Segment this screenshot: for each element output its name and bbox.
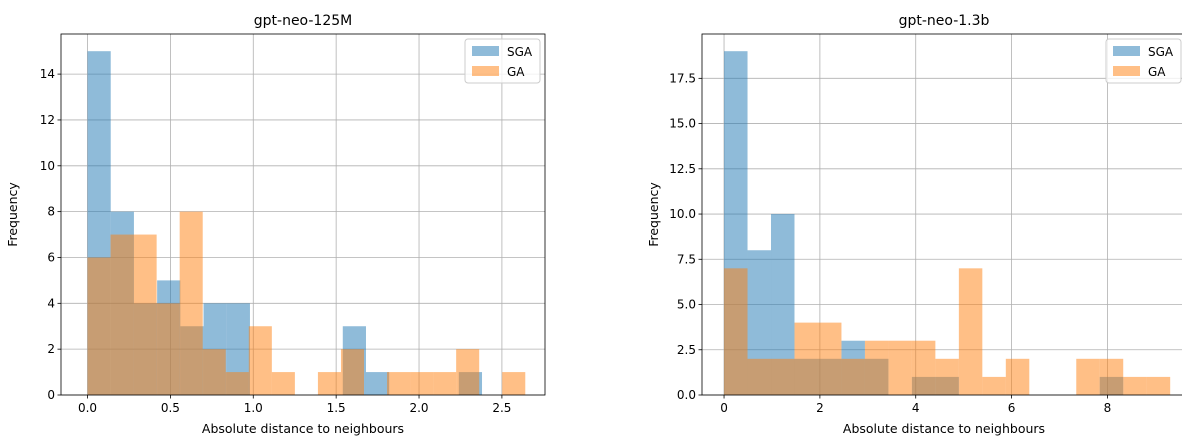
x-axis-label: Absolute distance to neighbours bbox=[202, 421, 404, 436]
legend-swatch-ga bbox=[1113, 66, 1140, 76]
x-tick-label: 2.0 bbox=[409, 401, 428, 415]
bar-ga bbox=[340, 349, 364, 395]
chart-title: gpt-neo-1.3b bbox=[899, 13, 990, 29]
bar-ga bbox=[179, 211, 203, 395]
bar-ga bbox=[410, 372, 434, 395]
bar-ga bbox=[794, 322, 818, 395]
axes-frame bbox=[60, 33, 546, 396]
legend: SGA GA bbox=[464, 38, 541, 84]
x-tick-label: 8 bbox=[1104, 401, 1112, 415]
y-tick-label: 0 bbox=[47, 388, 55, 402]
y-tick-label: 17.5 bbox=[669, 71, 696, 85]
x-tick-label: 2.5 bbox=[492, 401, 511, 415]
y-tick-label: 10 bbox=[40, 159, 55, 173]
bar-ga bbox=[1076, 358, 1100, 395]
bar-ga bbox=[958, 268, 983, 395]
y-tick-label: 2 bbox=[47, 342, 55, 356]
y-axis-label: Frequency bbox=[5, 182, 20, 247]
bar-ga bbox=[1099, 358, 1124, 395]
bar-ga bbox=[911, 340, 936, 395]
bar-ga bbox=[724, 268, 748, 395]
bar-sga bbox=[365, 372, 390, 395]
legend-swatch-ga bbox=[472, 66, 499, 76]
y-tick-label: 7.5 bbox=[677, 252, 696, 266]
x-axis-label: Absolute distance to neighbours bbox=[843, 421, 1045, 436]
legend-swatch-sga bbox=[472, 46, 499, 56]
y-tick-label: 8 bbox=[47, 205, 55, 219]
y-tick-label: 6 bbox=[47, 250, 55, 264]
bar-ga bbox=[888, 340, 912, 395]
y-tick-label: 15.0 bbox=[669, 117, 696, 131]
bar-ga bbox=[771, 358, 795, 395]
x-tick-label: 0.0 bbox=[78, 401, 97, 415]
bar-ga bbox=[864, 340, 889, 395]
chart-title: gpt-neo-125M bbox=[254, 13, 352, 29]
y-tick-label: 4 bbox=[47, 296, 55, 310]
bar-ga bbox=[935, 358, 959, 395]
bar-ga bbox=[817, 322, 842, 395]
y-tick-label: 12.5 bbox=[669, 162, 696, 176]
bar-ga bbox=[202, 349, 226, 395]
series-ga bbox=[87, 211, 526, 395]
legend-label-ga: GA bbox=[1148, 65, 1166, 79]
bar-ga bbox=[133, 234, 157, 395]
bar-ga bbox=[271, 372, 295, 395]
x-tick-label: 0 bbox=[720, 401, 728, 415]
x-tick-label: 2 bbox=[816, 401, 824, 415]
legend-label-ga: GA bbox=[507, 65, 525, 79]
bar-ga bbox=[1146, 376, 1171, 395]
y-tick-label: 0.0 bbox=[677, 388, 696, 402]
legend-label-sga: SGA bbox=[1148, 45, 1174, 59]
bar-ga bbox=[456, 349, 480, 395]
series-ga bbox=[724, 268, 1171, 395]
bar-ga bbox=[87, 257, 111, 395]
y-tick-label: 12 bbox=[40, 113, 55, 127]
bar-ga bbox=[110, 234, 134, 395]
x-tick-label: 0.5 bbox=[161, 401, 180, 415]
bar-sga bbox=[771, 214, 795, 395]
legend: SGA GA bbox=[1105, 38, 1182, 84]
bar-ga bbox=[387, 372, 411, 395]
y-axis-label: Frequency bbox=[646, 182, 661, 247]
bar-ga bbox=[225, 372, 249, 395]
bar-ga bbox=[156, 303, 180, 395]
y-tick-label: 10.0 bbox=[669, 207, 696, 221]
chart-gpt-neo-125m: 0.0 0.5 1.0 1.5 2.0 2.5 0 2 4 6 8 10 12 14 gpt-neo-125… bbox=[5, 13, 546, 436]
legend-swatch-sga bbox=[1113, 46, 1140, 56]
x-tick-label: 4 bbox=[912, 401, 920, 415]
bar-ga bbox=[982, 376, 1006, 395]
chart-gpt-neo-1-3b: 0 2 4 6 8 0.0 2.5 5.0 7.5 10.0 12.5 15.0 17.5 gpt-neo… bbox=[646, 13, 1182, 436]
y-tick-label: 5.0 bbox=[677, 298, 696, 312]
bar-ga bbox=[1005, 358, 1030, 395]
bar-ga bbox=[1123, 376, 1147, 395]
bar-ga bbox=[248, 326, 272, 395]
x-tick-label: 1.5 bbox=[327, 401, 346, 415]
y-tick-label: 14 bbox=[40, 67, 55, 81]
y-tick-label: 2.5 bbox=[677, 343, 696, 357]
x-tick-label: 1.0 bbox=[244, 401, 263, 415]
bar-ga bbox=[747, 358, 772, 395]
bar-ga bbox=[317, 372, 341, 395]
x-tick-label: 6 bbox=[1008, 401, 1016, 415]
grid bbox=[61, 34, 545, 396]
legend-label-sga: SGA bbox=[507, 45, 533, 59]
bar-ga bbox=[433, 372, 457, 395]
axes-frame bbox=[701, 33, 1182, 396]
bar-ga bbox=[502, 372, 526, 395]
bar-ga bbox=[841, 358, 865, 395]
